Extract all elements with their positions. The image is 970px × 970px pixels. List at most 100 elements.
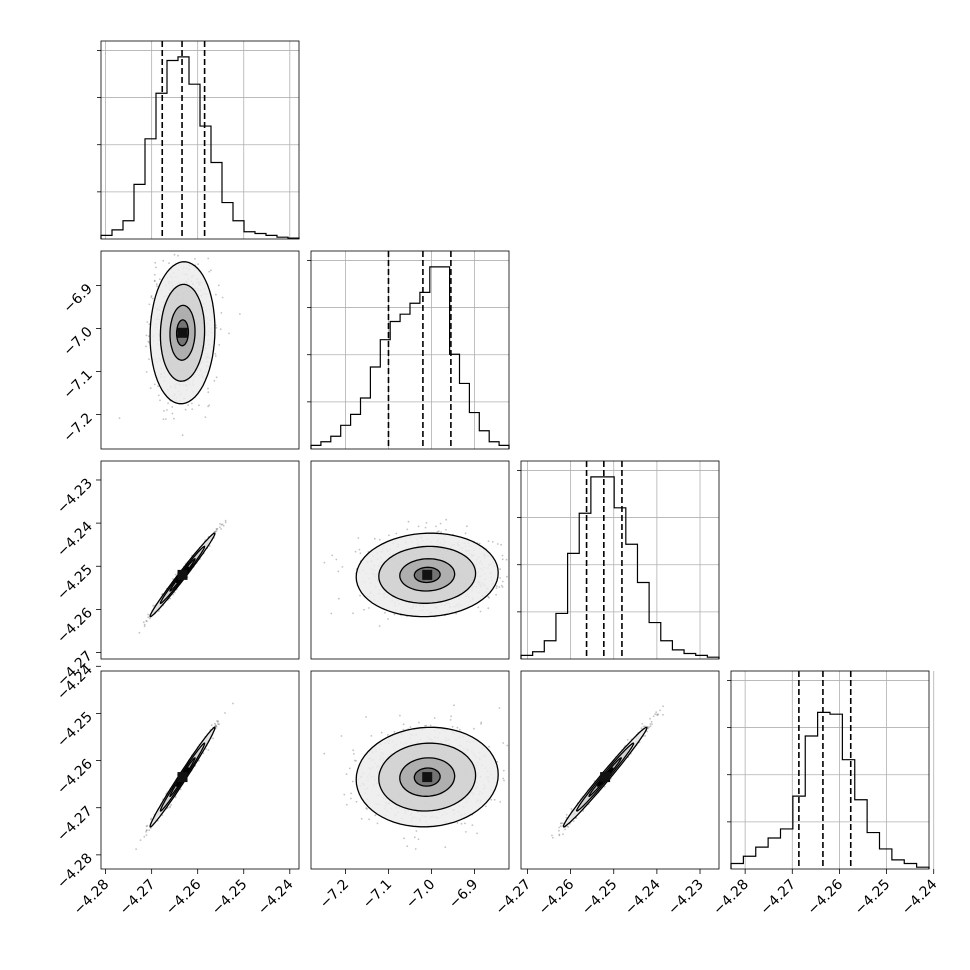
sample-point (503, 779, 505, 782)
sample-point (148, 829, 151, 832)
hist-panel-0 (97, 40, 300, 240)
scatter-panel-1-0 (100, 250, 300, 450)
sample-point (337, 597, 340, 600)
sample-point (378, 538, 381, 541)
sample-point (500, 543, 502, 546)
sample-point (360, 817, 363, 820)
sample-point (388, 534, 390, 537)
sample-point (345, 773, 348, 775)
sample-point (156, 285, 158, 288)
sample-point (139, 839, 142, 841)
sample-point (415, 830, 418, 832)
sample-point (368, 818, 370, 821)
sample-point (502, 777, 505, 780)
sample-point (403, 837, 405, 840)
sample-point (648, 726, 650, 728)
sample-point (147, 616, 150, 619)
sample-point (418, 721, 420, 724)
sample-point (224, 712, 226, 714)
sample-point (445, 518, 448, 521)
sample-point (500, 584, 503, 587)
sample-point (191, 402, 193, 405)
sample-point (640, 727, 643, 730)
sample-point (155, 283, 158, 286)
sample-point (167, 402, 170, 405)
scatter-panel-3-1 (310, 670, 510, 870)
density-peak (177, 772, 188, 783)
sample-point (331, 554, 334, 557)
sample-point (644, 735, 646, 737)
sample-point (181, 434, 184, 437)
sample-point (502, 769, 505, 772)
sample-point (191, 408, 194, 410)
sample-point (154, 261, 157, 264)
sample-point (220, 523, 223, 526)
sample-point (477, 606, 480, 609)
sample-point (153, 273, 156, 276)
sample-point (214, 725, 217, 727)
sample-point (169, 806, 171, 809)
hist-panel-2 (517, 460, 720, 660)
sample-point (465, 831, 467, 833)
sample-point (210, 724, 213, 727)
sample-point (205, 748, 207, 750)
sample-point (323, 752, 326, 755)
sample-point (575, 817, 578, 819)
sample-point (208, 404, 211, 407)
sample-point (496, 543, 499, 545)
sample-point (221, 296, 224, 299)
sample-point (582, 810, 585, 812)
sample-point (153, 383, 156, 386)
sample-point (656, 714, 659, 717)
sample-point (142, 621, 145, 624)
sample-point (499, 801, 502, 803)
sample-point (352, 612, 354, 615)
sample-point (149, 827, 152, 829)
sample-point (558, 826, 561, 829)
sample-point (207, 391, 210, 394)
sample-point (425, 522, 428, 524)
sample-point (207, 749, 210, 751)
sample-point (345, 803, 348, 806)
hist-background (731, 671, 929, 869)
sample-point (217, 284, 220, 287)
sample-point (228, 332, 230, 335)
sample-point (363, 608, 365, 611)
sample-point (471, 824, 474, 826)
sample-point (214, 530, 217, 533)
sample-point (417, 525, 420, 528)
sample-point (215, 326, 218, 329)
sample-point (204, 416, 207, 418)
sample-point (143, 625, 146, 628)
sample-point (460, 822, 463, 825)
sample-point (414, 848, 417, 850)
sample-point (330, 612, 333, 615)
sample-point (145, 825, 148, 828)
sample-point (505, 558, 508, 561)
sample-point (357, 537, 360, 539)
sample-point (455, 612, 457, 615)
hist-panel-3 (727, 670, 935, 870)
sample-point (145, 345, 147, 348)
sample-point (402, 723, 405, 726)
sample-point (626, 739, 629, 741)
sample-point (355, 760, 357, 762)
sample-point (239, 313, 241, 315)
sample-point (413, 836, 416, 839)
sample-point (350, 792, 352, 795)
sample-point (495, 585, 498, 588)
sample-point (487, 595, 489, 598)
sample-point (153, 280, 156, 282)
sample-point (148, 323, 151, 326)
sample-point (173, 417, 175, 420)
sample-point (654, 713, 657, 716)
sample-point (171, 412, 174, 415)
sample-point (359, 552, 362, 555)
sample-point (198, 759, 200, 762)
sample-point (358, 548, 361, 551)
sample-point (145, 830, 148, 833)
sample-point (437, 530, 440, 533)
panel-frame (310, 670, 510, 870)
sample-point (433, 717, 436, 719)
